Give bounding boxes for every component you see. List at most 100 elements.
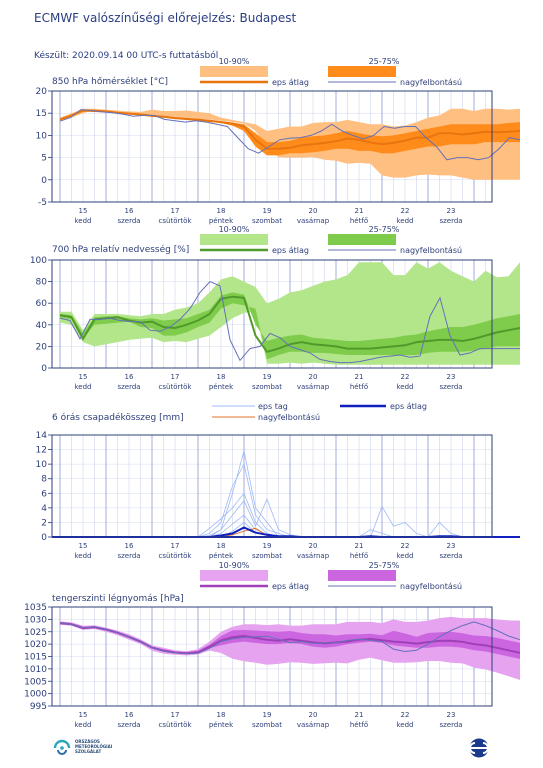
legend-label-25-75: 25-75%: [369, 57, 400, 66]
x-day-name: csütörtök: [159, 721, 193, 729]
legend-swatch-25-75: [328, 66, 396, 77]
x-day-name: vasárnap: [297, 383, 330, 391]
x-day-name: vasárnap: [297, 721, 330, 729]
x-day-number: 21: [355, 711, 364, 719]
y-tick-label: 2: [41, 518, 47, 528]
legend-swatch-10-90: [200, 570, 268, 581]
y-tick-label: 1015: [24, 653, 47, 663]
y-tick-label: 40: [36, 321, 48, 331]
x-day-name: szerda: [117, 383, 140, 391]
band-25-75: [60, 109, 520, 156]
y-tick-label: -5: [38, 198, 47, 208]
legend-label-mean: eps átlag: [272, 246, 309, 255]
x-day-number: 15: [79, 542, 88, 550]
x-day-number: 18: [217, 373, 226, 381]
y-tick-label: 8: [41, 475, 47, 485]
x-day-number: 18: [217, 711, 226, 719]
x-day-number: 21: [355, 373, 364, 381]
x-day-number: 17: [171, 373, 180, 381]
x-day-number: 16: [125, 711, 134, 719]
y-tick-label: 10: [36, 131, 48, 141]
x-day-number: 21: [355, 542, 364, 550]
legend-label-mean: eps átlag: [390, 402, 427, 411]
x-day-name: szerda: [439, 721, 462, 729]
x-day-name: kedd: [397, 552, 414, 560]
x-day-name: szombat: [252, 552, 282, 560]
x-day-number: 17: [171, 711, 180, 719]
x-day-name: csütörtök: [159, 383, 193, 391]
x-day-number: 20: [309, 207, 318, 215]
legend-swatch-25-75: [328, 234, 396, 245]
y-tick-label: 14: [36, 431, 48, 441]
x-day-name: hétfő: [350, 720, 368, 729]
x-day-number: 19: [263, 207, 272, 215]
chart-2: 6 órás csapadékösszeg [mm] eps tag eps átl…: [36, 402, 520, 560]
x-day-number: 17: [171, 542, 180, 550]
x-day-number: 20: [309, 373, 318, 381]
x-day-number: 23: [447, 207, 456, 215]
x-day-name: szerda: [439, 552, 462, 560]
x-day-name: vasárnap: [297, 552, 330, 560]
x-day-number: 16: [125, 542, 134, 550]
legend-label-members: eps tag: [258, 402, 288, 411]
x-day-name: szombat: [252, 721, 282, 729]
x-day-name: vasárnap: [297, 217, 330, 225]
legend-label-10-90: 10-90%: [219, 225, 250, 234]
y-tick-label: 5: [41, 154, 47, 164]
x-day-number: 16: [125, 207, 134, 215]
hires-line: [59, 109, 521, 161]
x-day-number: 15: [79, 207, 88, 215]
chart-title: tengerszinti légnyomás [hPa]: [52, 593, 184, 604]
x-day-name: kedd: [75, 721, 92, 729]
y-tick-label: 1005: [24, 677, 47, 687]
legend-label-25-75: 25-75%: [369, 225, 400, 234]
plot-frame: [51, 90, 493, 203]
legend-swatch-10-90: [200, 234, 268, 245]
y-tick-label: 100: [30, 256, 47, 266]
y-tick-label: 20: [36, 87, 48, 97]
legend-label-hires: nagyfelbontású: [258, 413, 320, 422]
y-tick-label: 6: [41, 489, 47, 499]
page-subtitle: Készült: 2020.09.14 00 UTC-s futtatásból: [34, 51, 219, 61]
legend-label-10-90: 10-90%: [219, 561, 250, 570]
y-tick-label: 1030: [24, 615, 47, 625]
x-day-number: 20: [309, 711, 318, 719]
band-10-90: [60, 616, 520, 680]
chart-1: 700 hPa relatív nedvesség [%] 10-90% 25-75…: [30, 225, 521, 391]
legend-label-mean: eps átlag: [272, 78, 309, 87]
page-title: ECMWF valószínűségi előrejelzés: Budapes…: [34, 11, 297, 25]
legend-label-mean: eps átlag: [272, 582, 309, 591]
legend-swatch-25-75: [328, 570, 396, 581]
x-day-name: kedd: [75, 552, 92, 560]
x-day-name: szerda: [439, 383, 462, 391]
x-day-name: csütörtök: [159, 217, 193, 225]
x-day-number: 15: [79, 373, 88, 381]
chart-3: tengerszinti légnyomás [hPa] 10-90% 25-75%…: [24, 561, 521, 729]
x-day-number: 18: [217, 542, 226, 550]
omsz-logo-text: ORSZÁGOS METEOROLÓGIAI SZOLGÁLAT: [75, 739, 113, 754]
x-day-name: kedd: [397, 383, 414, 391]
y-tick-label: 20: [36, 342, 48, 352]
legend-label-hires: nagyfelbontású: [400, 78, 462, 87]
x-day-number: 23: [447, 542, 456, 550]
x-day-name: péntek: [209, 552, 234, 560]
legend-label-25-75: 25-75%: [369, 561, 400, 570]
eps-mean-line: [59, 109, 521, 150]
y-tick-label: 1020: [24, 640, 47, 650]
x-day-name: szombat: [252, 383, 282, 391]
y-tick-label: 1010: [24, 665, 47, 675]
x-day-number: 18: [217, 207, 226, 215]
x-day-name: szerda: [439, 217, 462, 225]
x-day-number: 16: [125, 373, 134, 381]
x-day-name: hétfő: [350, 382, 368, 391]
x-day-name: csütörtök: [159, 552, 193, 560]
band-25-75: [60, 292, 520, 360]
x-day-name: kedd: [397, 217, 414, 225]
x-day-number: 15: [79, 711, 88, 719]
y-tick-label: 12: [36, 446, 47, 456]
y-tick-label: 1000: [24, 690, 47, 700]
x-day-name: péntek: [209, 721, 234, 729]
x-day-name: kedd: [75, 217, 92, 225]
y-tick-label: 60: [36, 299, 48, 309]
